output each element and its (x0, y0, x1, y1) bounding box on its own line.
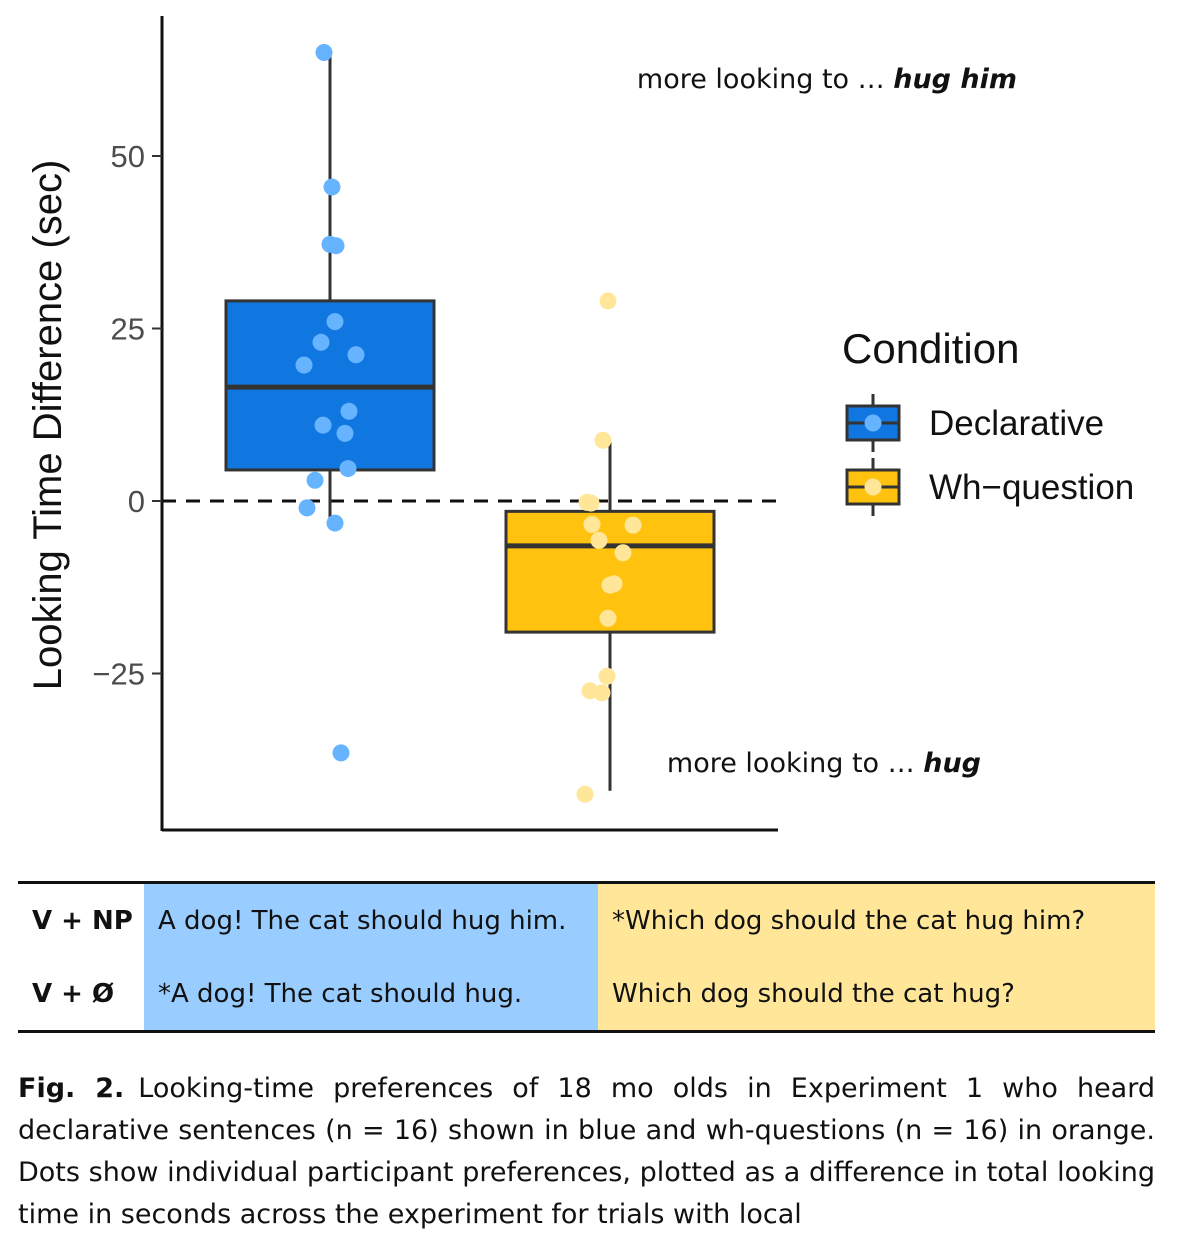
data-point (326, 313, 344, 331)
wh-question-cell: Which dog should the cat hug? (598, 957, 1155, 1033)
data-point (583, 515, 601, 533)
y-tick-label: 25 (111, 312, 145, 347)
legend-label: Declarative (929, 404, 1104, 443)
data-point (598, 667, 616, 685)
data-point (594, 431, 612, 449)
wh-question-cell: *Which dog should the cat hug him? (598, 881, 1155, 957)
data-point (336, 424, 354, 442)
annotation-top: more looking to … hug him (637, 64, 1017, 95)
data-point (314, 416, 332, 434)
data-point (326, 514, 344, 532)
data-point (323, 178, 341, 196)
y-tick-label: 0 (128, 484, 145, 519)
data-point (590, 531, 608, 549)
declarative-cell: *A dog! The cat should hug. (144, 957, 598, 1033)
y-tick-label: 50 (111, 139, 145, 174)
legend-title: Condition (842, 325, 1019, 372)
table-row: V + NP A dog! The cat should hug him. *W… (18, 881, 1155, 957)
data-point (298, 499, 316, 517)
caption-text: Looking-time preferences of 18 mo olds i… (18, 1073, 1155, 1230)
data-point (340, 402, 358, 420)
data-point (601, 576, 619, 594)
legend-key-point (864, 478, 882, 496)
row-head: V + NP (18, 881, 144, 957)
data-point (327, 237, 345, 255)
data-point (295, 356, 313, 374)
data-point (593, 684, 611, 702)
data-point (599, 609, 617, 627)
data-point (306, 471, 324, 489)
data-point (312, 333, 330, 351)
data-point (347, 346, 365, 364)
data-point (576, 785, 594, 803)
data-point (315, 44, 333, 61)
box-plot: 50 25 0 −25 Looking Time Difference (sec) mo… (26, 16, 1134, 832)
figure-label: Fig. 2. (18, 1073, 125, 1104)
legend-label: Wh−question (929, 468, 1134, 507)
declarative-cell: A dog! The cat should hug him. (144, 881, 598, 957)
figure-caption: Fig. 2. Looking-time preferences of 18 mo… (18, 1068, 1155, 1236)
table-row: V + Ø *A dog! The cat should hug. Which … (18, 957, 1155, 1033)
data-point (339, 460, 357, 478)
stimulus-table: V + NP A dog! The cat should hug him. *W… (18, 881, 1155, 1033)
data-point (614, 544, 632, 562)
data-point (332, 744, 350, 762)
row-head: V + Ø (18, 957, 144, 1033)
legend-key-point (864, 414, 882, 432)
data-point (599, 292, 617, 310)
data-point (582, 494, 600, 512)
y-axis-label: Looking Time Difference (sec) (26, 160, 70, 691)
data-point (624, 516, 642, 534)
annotation-bottom: more looking to … hug (667, 748, 981, 779)
y-tick-label: −25 (92, 657, 145, 692)
